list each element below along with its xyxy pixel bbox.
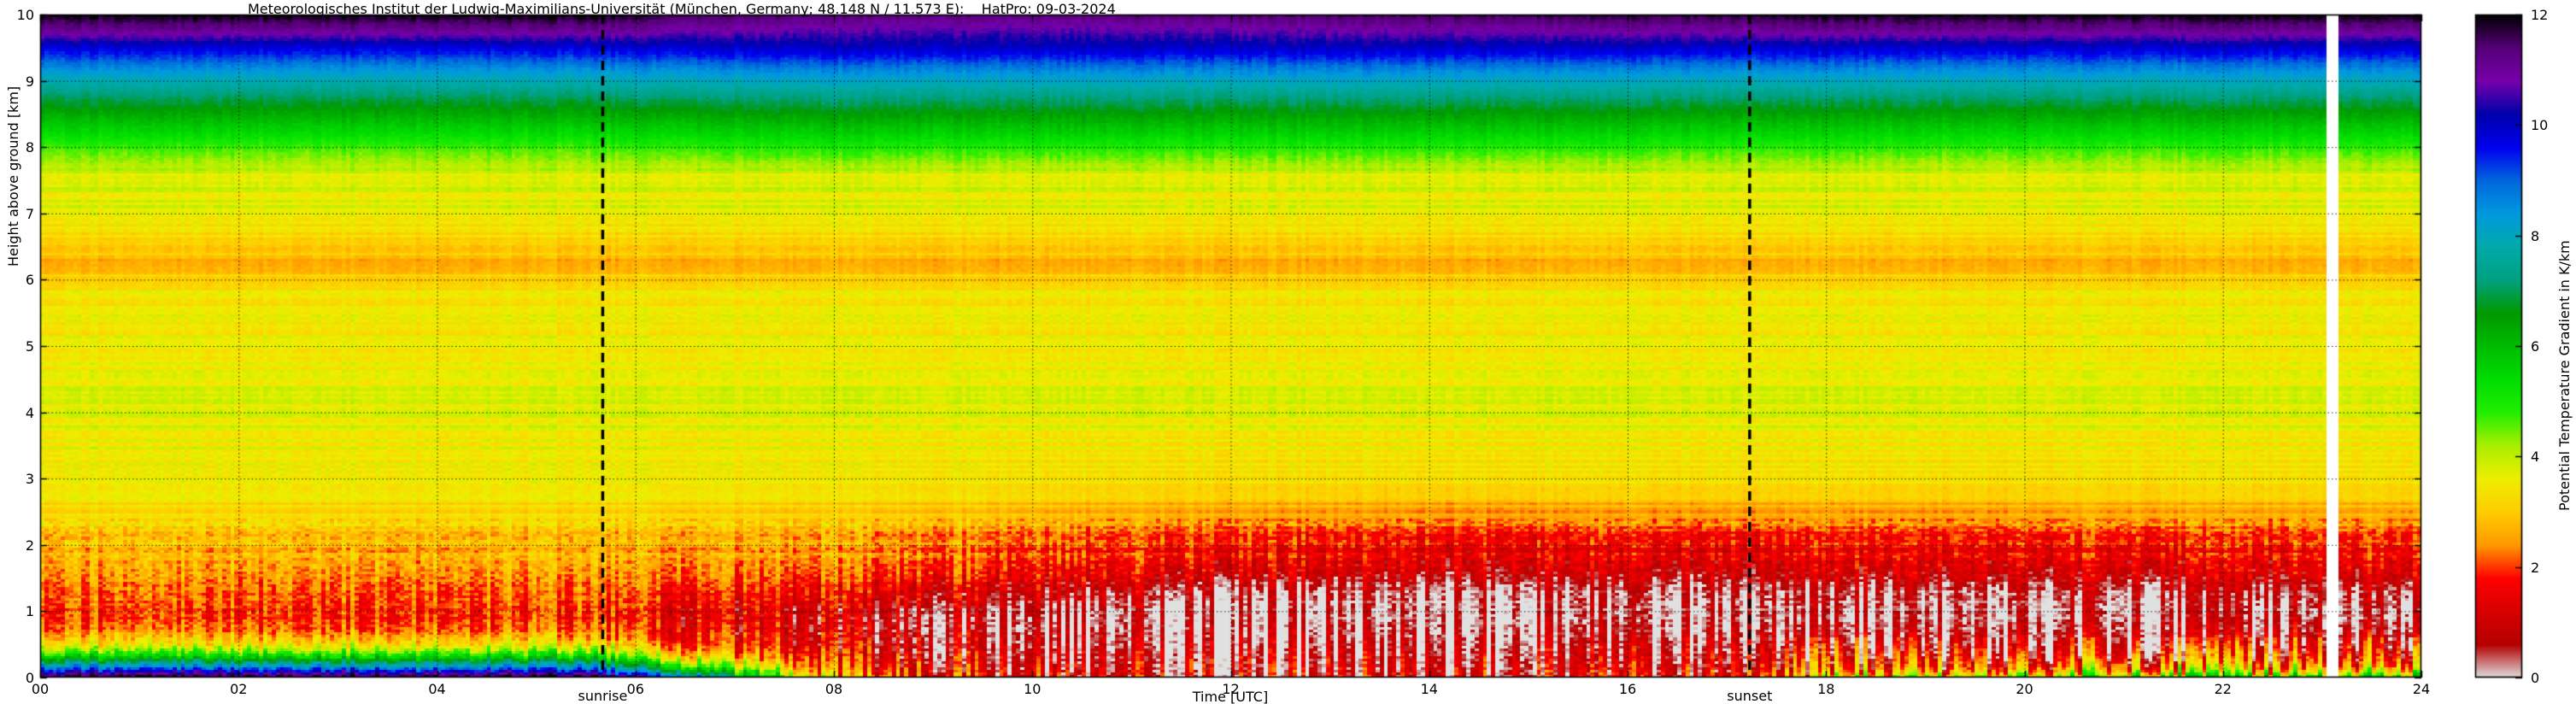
y-tick-label: 1 xyxy=(25,603,34,620)
x-axis-label: Time [UTC] xyxy=(1192,689,1269,704)
x-tick-label: 02 xyxy=(230,681,248,697)
y-tick-label: 0 xyxy=(25,670,34,686)
x-tick-label: 04 xyxy=(428,681,446,697)
colorbar-tick-label: 2 xyxy=(2531,559,2540,576)
colorbar-tick-label: 12 xyxy=(2531,7,2549,23)
y-tick-label: 8 xyxy=(25,139,34,156)
x-tick-label: 14 xyxy=(1420,681,1438,697)
y-tick-label: 3 xyxy=(25,471,34,488)
y-axis-label: Height above ground [km] xyxy=(5,85,21,267)
colorbar-tick-label: 6 xyxy=(2531,338,2540,355)
y-tick-label: 7 xyxy=(25,205,34,222)
y-tick-label: 2 xyxy=(25,537,34,554)
x-tick-label: 16 xyxy=(1618,681,1637,697)
y-tick-label: 10 xyxy=(16,7,34,23)
colorbar-label: Potential Temperature Gradient in K/km xyxy=(2556,240,2573,511)
colorbar-tick-label: 10 xyxy=(2531,117,2549,134)
colorbar-tick-label: 4 xyxy=(2531,449,2540,466)
sunrise-annotation: sunrise xyxy=(578,688,628,704)
x-tick-label: 08 xyxy=(824,681,843,697)
x-tick-label: 18 xyxy=(1817,681,1835,697)
y-tick-label: 4 xyxy=(25,404,34,421)
chart-title: Meteorologisches Institut der Ludwig-Max… xyxy=(248,1,1116,17)
sunset-annotation: sunset xyxy=(1727,688,1773,704)
x-tick-label: 24 xyxy=(2412,681,2431,697)
x-tick-label: 06 xyxy=(626,681,644,697)
y-tick-label: 6 xyxy=(25,272,34,289)
x-tick-label: 12 xyxy=(1222,681,1240,697)
y-tick-label: 5 xyxy=(25,338,34,355)
colorbar-tick-label: 0 xyxy=(2531,670,2540,686)
x-tick-label: 10 xyxy=(1024,681,1042,697)
x-tick-label: 22 xyxy=(2214,681,2232,697)
x-tick-label: 20 xyxy=(2016,681,2033,697)
colorbar-tick-label: 8 xyxy=(2531,227,2540,244)
y-tick-label: 9 xyxy=(25,73,34,90)
x-tick-label: 00 xyxy=(31,681,50,697)
